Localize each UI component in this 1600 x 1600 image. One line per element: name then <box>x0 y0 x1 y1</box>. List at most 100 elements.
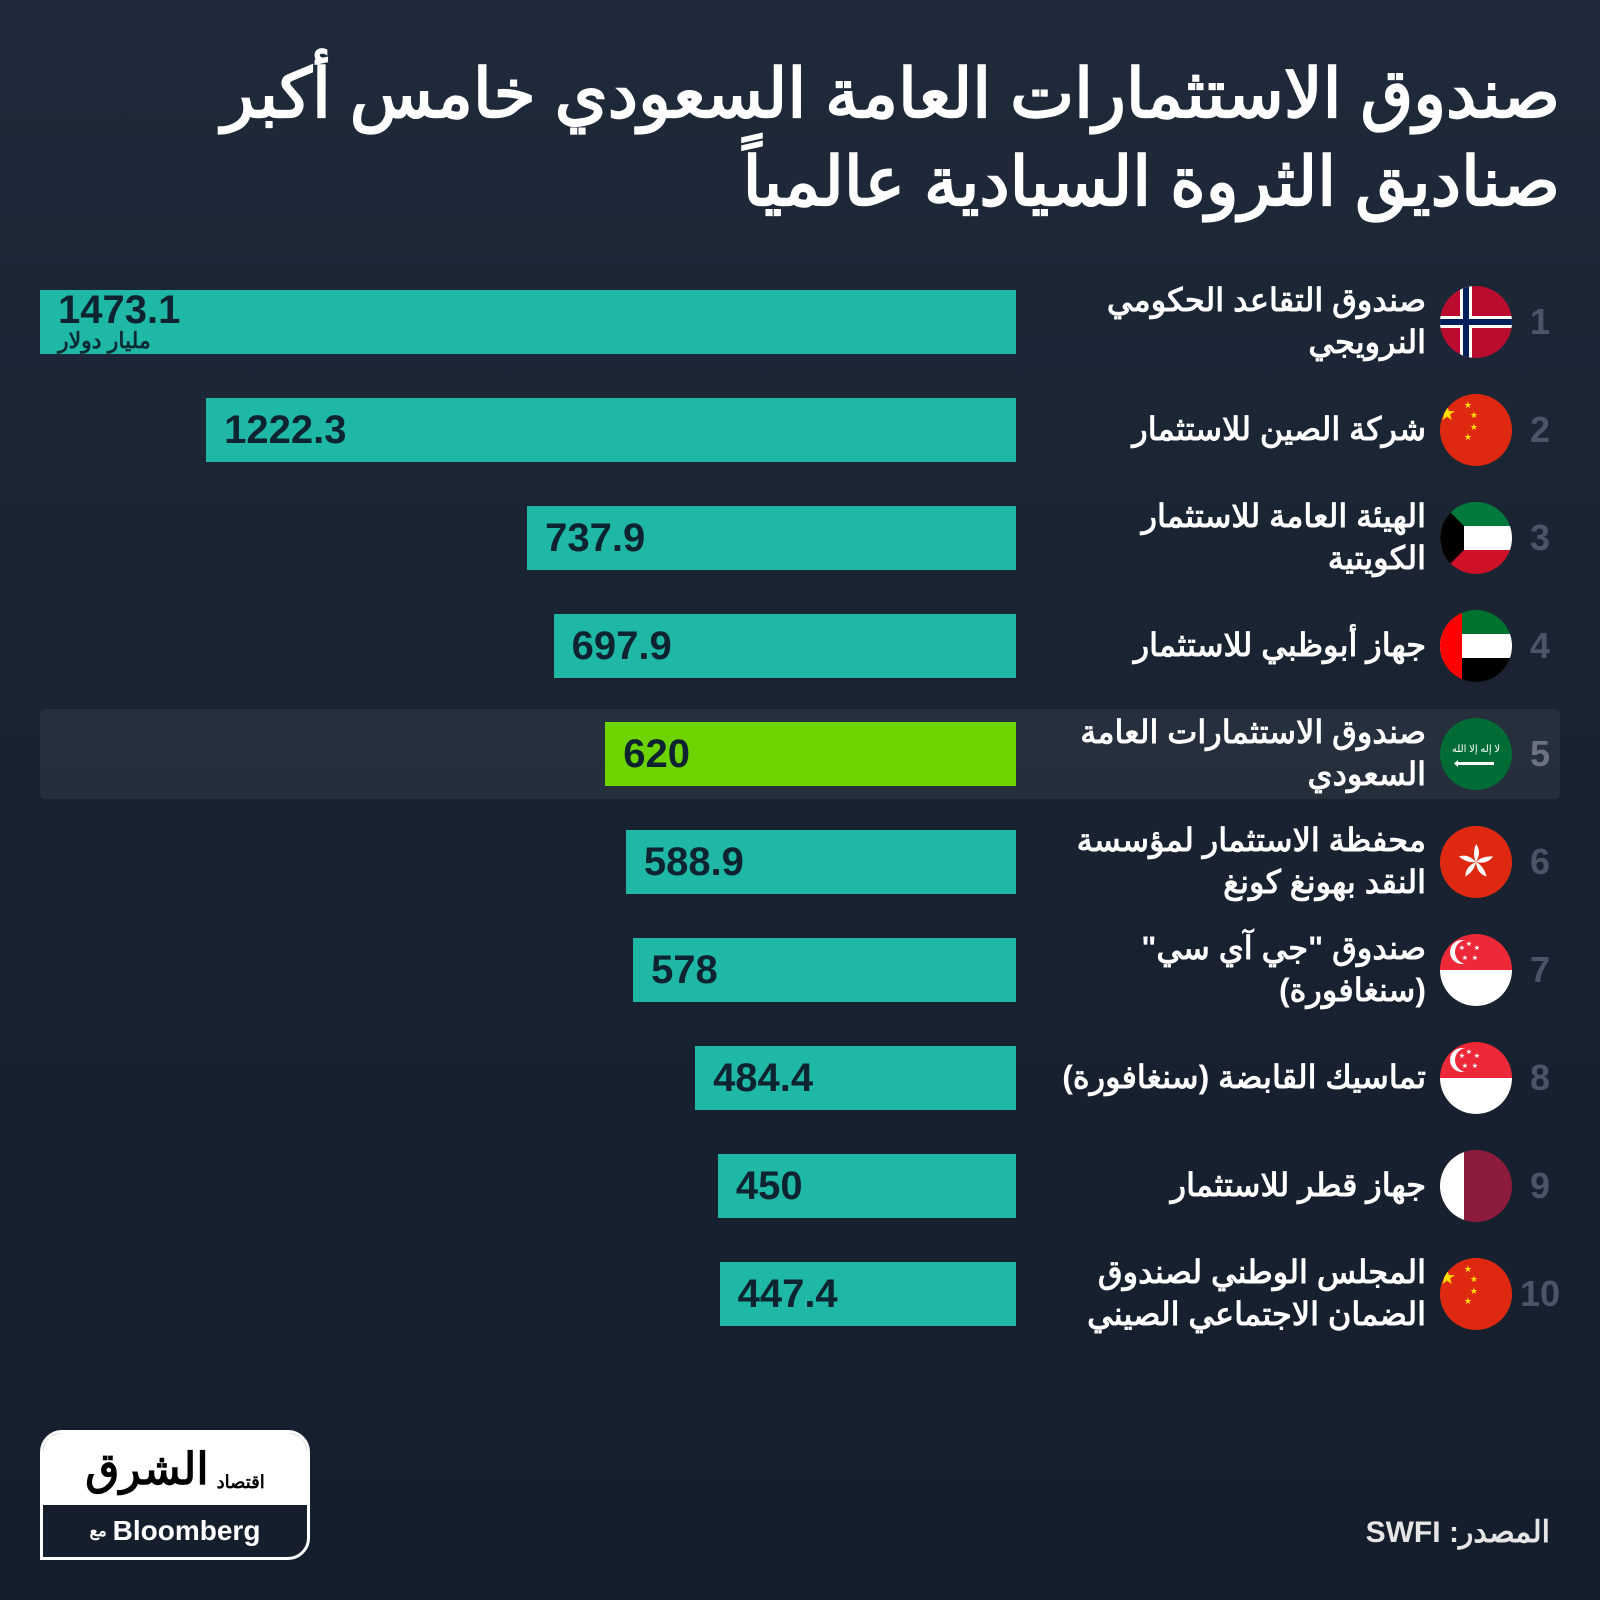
chart-row: 4جهاز أبوظبي للاستثمار697.9 <box>40 601 1560 691</box>
fund-label: شركة الصين للاستثمار <box>1016 409 1426 451</box>
chart-row: 5 لا إله إلا الله صندوق الاستثمارات العامة… <box>40 709 1560 799</box>
chart-row: 7★★★★★صندوق "جي آي سي" (سنغافورة)578 <box>40 925 1560 1015</box>
logo-with-text: مع <box>90 1521 107 1541</box>
flag-icon: ★★★★★ <box>1440 1258 1512 1330</box>
source-value: SWFI <box>1366 1516 1441 1549</box>
rank-number: 7 <box>1520 949 1560 991</box>
logo-bloomberg-text: Bloomberg <box>113 1515 261 1547</box>
rank-number: 3 <box>1520 517 1560 559</box>
svg-text:★: ★ <box>1474 944 1480 952</box>
bar-value: 1222.3 <box>224 410 346 450</box>
bar-value: 450 <box>736 1166 803 1206</box>
svg-text:★: ★ <box>1474 1052 1480 1060</box>
bar-fill: 447.4 <box>720 1262 1016 1326</box>
flag-icon <box>1440 502 1512 574</box>
svg-text:لا إله إلا الله: لا إله إلا الله <box>1452 744 1500 755</box>
logo-bloomberg: Bloomberg مع <box>43 1505 307 1557</box>
rank-number: 6 <box>1520 841 1560 883</box>
bar-track: 1222.3 <box>40 398 1016 462</box>
svg-text:★: ★ <box>1459 944 1465 952</box>
bar-track: 737.9 <box>40 506 1016 570</box>
svg-text:★: ★ <box>1440 1267 1456 1289</box>
flag-icon: ★★★★★ <box>1440 394 1512 466</box>
rank-number: 2 <box>1520 409 1560 451</box>
rank-number: 9 <box>1520 1165 1560 1207</box>
logo-brand-ar: الشرق <box>85 1444 208 1495</box>
chart-row: 9 جهاز قطر للاستثمار 450 <box>40 1141 1560 1231</box>
bar-track: 578 <box>40 938 1016 1002</box>
fund-label: جهاز قطر للاستثمار <box>1016 1165 1426 1207</box>
flag-icon: لا إله إلا الله <box>1440 718 1512 790</box>
chart-row: 1صندوق التقاعد الحكومي النرويجي1473.1ملي… <box>40 277 1560 367</box>
bar-value: 737.9 <box>545 518 645 558</box>
fund-label: محفظة الاستثمار لمؤسسة النقد بهونغ كونغ <box>1016 820 1426 903</box>
bar-fill: 484.4 <box>695 1046 1016 1110</box>
flag-icon: ★★★★★ <box>1440 1042 1512 1114</box>
chart-row: 6 محفظة الاستثمار لمؤسسة النقد بهونغ كونغ… <box>40 817 1560 907</box>
svg-text:★: ★ <box>1472 1062 1478 1070</box>
chart-row: 2★★★★★ شركة الصين للاستثمار 1222.3 <box>40 385 1560 475</box>
svg-text:★: ★ <box>1459 1052 1465 1060</box>
flag-icon <box>1440 286 1512 358</box>
logo-asharq: الشرق اقتصاد <box>43 1433 307 1505</box>
bar-fill: 588.9 <box>626 830 1016 894</box>
flag-icon: ★★★★★ <box>1440 934 1512 1006</box>
chart-title: صندوق الاستثمارات العامة السعودي خامس أك… <box>40 50 1560 227</box>
rank-number: 10 <box>1520 1273 1560 1315</box>
svg-text:★: ★ <box>1466 940 1472 948</box>
bar-value: 578 <box>651 950 718 990</box>
svg-text:★: ★ <box>1464 432 1472 442</box>
flag-icon <box>1440 1150 1512 1222</box>
bar-fill: 1473.1مليار دولار <box>40 290 1016 354</box>
bar-fill: 450 <box>718 1154 1016 1218</box>
svg-text:★: ★ <box>1464 1296 1472 1306</box>
fund-label: تماسيك القابضة (سنغافورة) <box>1016 1057 1426 1099</box>
bar-track: 620 <box>40 722 1016 786</box>
svg-text:★: ★ <box>1440 403 1456 425</box>
fund-label: صندوق التقاعد الحكومي النرويجي <box>1016 280 1426 363</box>
logo-brand-sub: اقتصاد <box>217 1472 265 1493</box>
bar-track: 697.9 <box>40 614 1016 678</box>
svg-text:★: ★ <box>1464 1264 1472 1274</box>
bar-value: 447.4 <box>738 1274 838 1314</box>
bar-fill: 697.9 <box>554 614 1016 678</box>
svg-text:★: ★ <box>1464 400 1472 410</box>
rank-number: 4 <box>1520 625 1560 667</box>
bar-value: 697.9 <box>572 626 672 666</box>
rank-number: 5 <box>1520 733 1560 775</box>
svg-text:★: ★ <box>1462 1062 1468 1070</box>
bar-value: 1473.1 <box>58 290 180 330</box>
brand-logo: الشرق اقتصاد Bloomberg مع <box>40 1430 310 1560</box>
source-attribution: المصدر: SWFI <box>1366 1515 1550 1550</box>
bar-unit: مليار دولار <box>58 328 151 354</box>
svg-text:★: ★ <box>1462 954 1468 962</box>
svg-text:★: ★ <box>1470 1274 1478 1284</box>
bar-value: 588.9 <box>644 842 744 882</box>
bar-track: 588.9 <box>40 830 1016 894</box>
svg-text:★: ★ <box>1470 1286 1478 1296</box>
bar-track: 484.4 <box>40 1046 1016 1110</box>
svg-text:★: ★ <box>1470 422 1478 432</box>
fund-label: صندوق "جي آي سي" (سنغافورة) <box>1016 928 1426 1011</box>
bar-track: 1473.1مليار دولار <box>40 290 1016 354</box>
chart-row: 3الهيئة العامة للاستثمار الكويتية737.9 <box>40 493 1560 583</box>
svg-text:★: ★ <box>1466 1048 1472 1056</box>
bar-fill: 620 <box>605 722 1016 786</box>
bar-value: 484.4 <box>713 1058 813 1098</box>
svg-text:★: ★ <box>1472 954 1478 962</box>
bar-track: 450 <box>40 1154 1016 1218</box>
bar-value: 620 <box>623 734 690 774</box>
bar-fill: 1222.3 <box>206 398 1016 462</box>
bar-fill: 737.9 <box>527 506 1016 570</box>
fund-label: صندوق الاستثمارات العامة السعودي <box>1016 712 1426 795</box>
rank-number: 8 <box>1520 1057 1560 1099</box>
bar-track: 447.4 <box>40 1262 1016 1326</box>
bar-fill: 578 <box>633 938 1016 1002</box>
fund-label: المجلس الوطني لصندوق الضمان الاجتماعي ال… <box>1016 1252 1426 1335</box>
chart-row: 10★★★★★المجلس الوطني لصندوق الضمان الاجت… <box>40 1249 1560 1339</box>
flag-icon <box>1440 610 1512 682</box>
flag-icon <box>1440 826 1512 898</box>
chart-row: 8★★★★★تماسيك القابضة (سنغافورة)484.4 <box>40 1033 1560 1123</box>
source-label: المصدر: <box>1449 1516 1550 1549</box>
bar-chart: 1صندوق التقاعد الحكومي النرويجي1473.1ملي… <box>40 277 1560 1339</box>
